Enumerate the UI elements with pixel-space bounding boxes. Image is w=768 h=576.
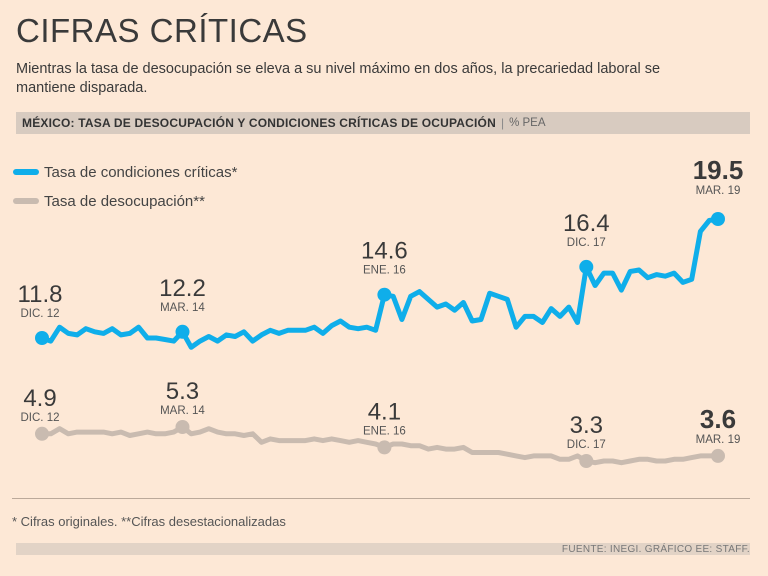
annotation-marker-1-0	[35, 426, 49, 441]
annotation-value-0-2: 14.6	[361, 238, 408, 265]
legend-label-1: Tasa de desocupación**	[44, 193, 205, 210]
annotation-value-0-0: 11.8	[18, 281, 63, 308]
annotation-marker-1-1	[175, 420, 190, 434]
header-separator: |	[500, 116, 505, 130]
series-line-0	[39, 216, 721, 350]
annotation-marker-1-4	[711, 448, 725, 463]
annotation-marker-0-2	[377, 287, 392, 302]
annotation-value-1-4: 3.6	[700, 404, 736, 434]
chart-unit: % PEA	[509, 117, 546, 129]
chart-header-bar: MÉXICO: TASA DE DESOCUPACIÓN Y CONDICION…	[16, 112, 750, 134]
annotation-marker-0-1	[175, 324, 190, 339]
annotation-date-1-3: DIC. 17	[567, 439, 606, 451]
source-credit: FUENTE: INEGI. GRÁFICO EE: STAFF.	[561, 544, 750, 555]
annotation-date-0-0: DIC. 12	[21, 308, 60, 320]
annotation-value-1-1: 5.3	[166, 378, 199, 405]
annotation-marker-0-3	[579, 259, 594, 274]
annotation-date-0-2: ENE. 16	[363, 265, 406, 277]
annotation-date-0-1: MAR. 14	[160, 302, 205, 314]
annotation-value-1-2: 4.1	[368, 398, 401, 425]
chart-title: MÉXICO: TASA DE DESOCUPACIÓN Y CONDICION…	[22, 116, 496, 130]
annotation-marker-1-2	[377, 440, 392, 455]
page-title: CIFRAS CRÍTICAS	[16, 12, 308, 49]
annotation-marker-1-3	[579, 454, 594, 468]
legend-label-0: Tasa de condiciones críticas*	[44, 164, 238, 181]
annotation-value-0-4: 19.5	[693, 155, 744, 185]
annotation-date-0-3: DIC. 17	[567, 237, 606, 249]
annotation-date-1-2: ENE. 16	[363, 425, 406, 437]
annotation-date-1-4: MAR. 19	[696, 434, 741, 446]
source-bar	[16, 543, 750, 555]
footer-divider	[12, 498, 750, 499]
annotation-marker-0-0	[35, 331, 49, 345]
annotation-value-1-3: 3.3	[570, 412, 603, 439]
annotation-date-1-1: MAR. 14	[160, 405, 205, 417]
subtitle: Mientras la tasa de desocupación se elev…	[16, 61, 661, 96]
annotation-date-1-0: DIC. 12	[21, 412, 60, 424]
annotation-date-0-4: MAR. 19	[696, 185, 741, 197]
annotation-marker-0-4	[711, 212, 725, 226]
footnote: * Cifras originales. **Cifras desestacio…	[12, 514, 286, 529]
annotation-value-0-1: 12.2	[159, 275, 206, 302]
annotation-value-0-3: 16.4	[563, 210, 610, 237]
annotation-value-1-0: 4.9	[23, 385, 56, 412]
